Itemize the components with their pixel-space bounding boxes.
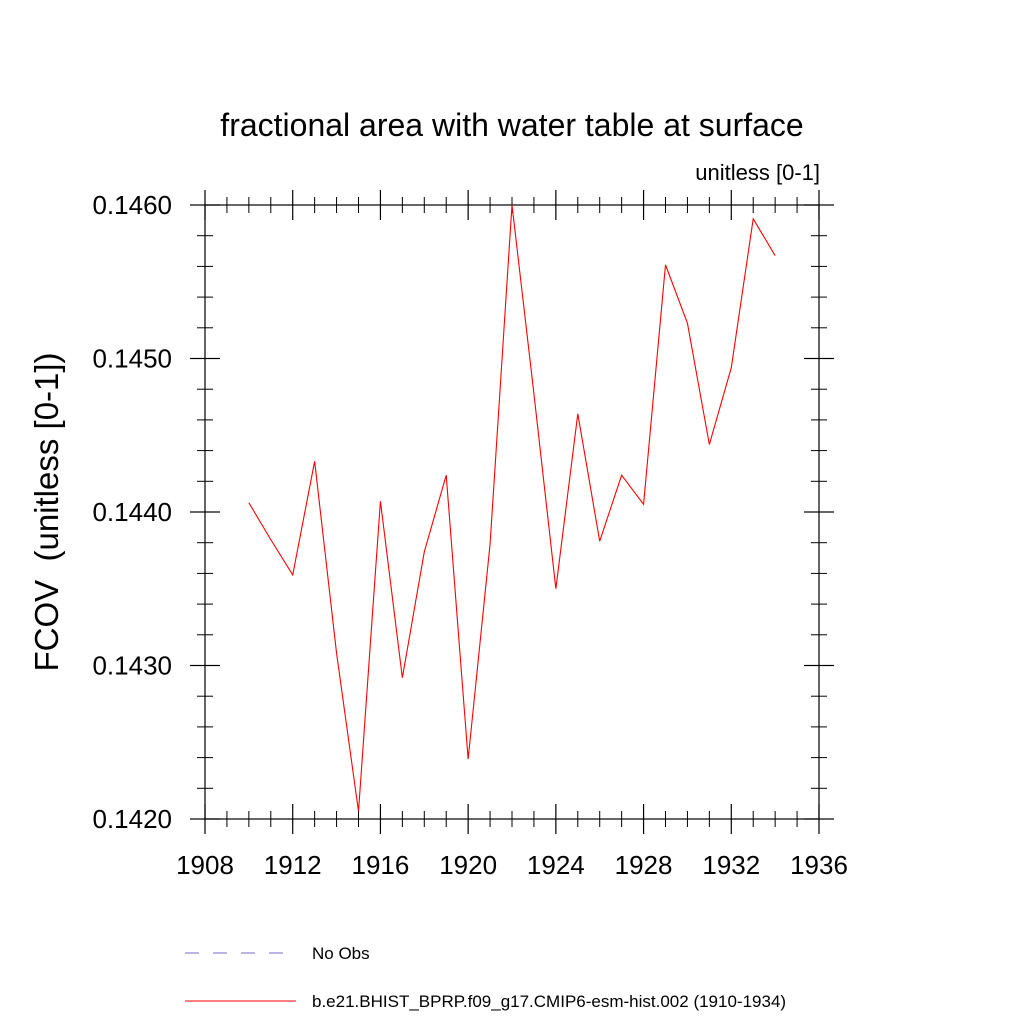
y-tick-label: 0.1460: [92, 190, 172, 220]
chart-title: fractional area with water table at surf…: [220, 107, 803, 143]
plot-frame: [204, 204, 820, 820]
x-tick-label: 1928: [615, 850, 673, 880]
series-layer: [248, 204, 776, 812]
y-tick-label: 0.1430: [92, 651, 172, 681]
x-tick-label: 1920: [439, 850, 497, 880]
y-tick-label: 0.1420: [92, 804, 172, 834]
axis-tick-labels: 1908 1912 1916 1920 1924 1928 1932 1936 0.1420 0.…: [92, 190, 847, 880]
legend: No Obs b.e21.BHIST_BPRP.f09_g17.CMIP6-esm…: [185, 944, 786, 1011]
y-tick-label: 0.1450: [92, 344, 172, 374]
y-axis-label: FCOV (unitless [0-1]): [28, 352, 65, 671]
x-tick-label: 1912: [264, 850, 322, 880]
legend-label-1: b.e21.BHIST_BPRP.f09_g17.CMIP6-esm-hist.…: [312, 992, 786, 1011]
x-tick-label: 1936: [790, 850, 848, 880]
chart-subtitle: unitless [0-1]: [695, 160, 820, 185]
x-tick-label: 1924: [527, 850, 585, 880]
axis-ticks: [190, 190, 834, 834]
x-tick-label: 1932: [702, 850, 760, 880]
x-tick-label: 1916: [352, 850, 410, 880]
legend-label-0: No Obs: [312, 944, 370, 963]
series-line-0: [248, 204, 776, 812]
x-tick-label: 1908: [176, 850, 234, 880]
y-tick-label: 0.1440: [92, 497, 172, 527]
